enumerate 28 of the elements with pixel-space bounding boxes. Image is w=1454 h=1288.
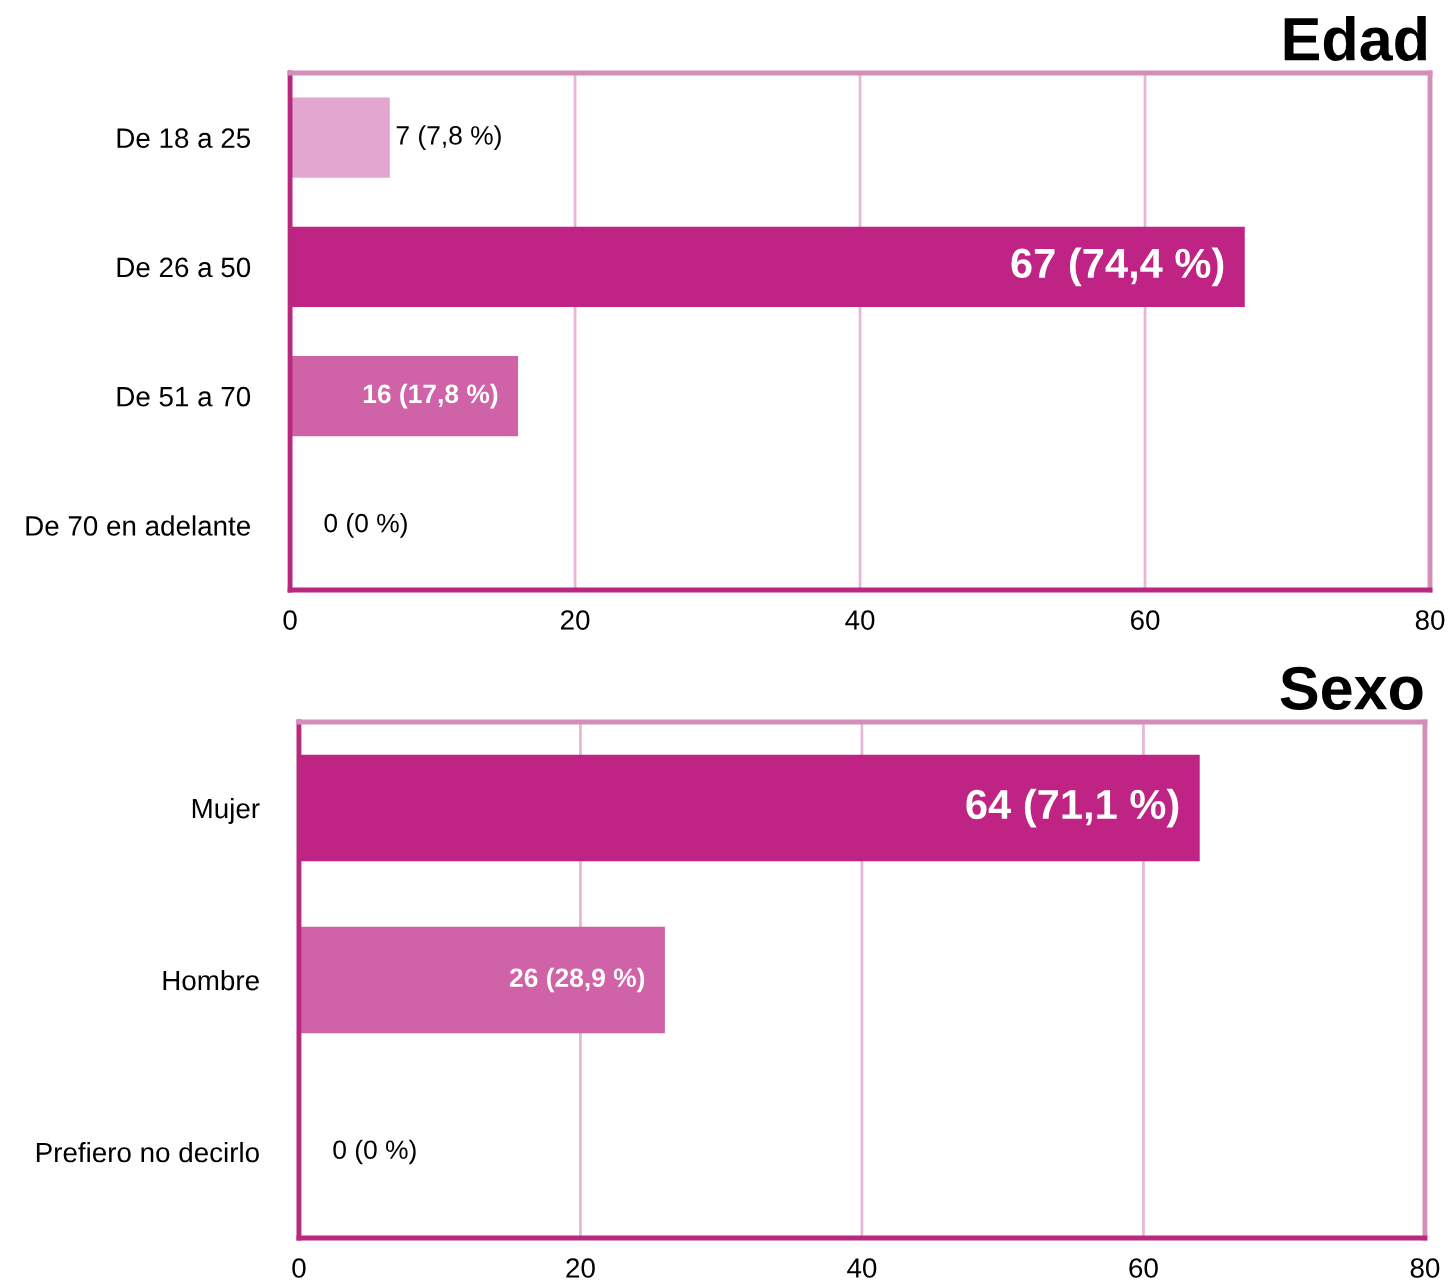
y-tick-label: Mujer [192, 797, 260, 824]
data-label: 7 (7,8 %) [396, 125, 501, 150]
x-tick-label: 80 [1410, 1258, 1440, 1278]
data-label: 26 (28,9 %) [509, 967, 645, 993]
bar [290, 97, 390, 178]
x-tick-label: 0 [292, 1258, 306, 1278]
chart-title: Edad [1284, 16, 1426, 61]
chart-title: Sexo [1280, 666, 1423, 710]
x-tick-label: 20 [561, 610, 590, 630]
x-tick-label: 80 [1415, 610, 1445, 630]
x-tick-label: 60 [1130, 610, 1160, 630]
x-tick-label: 40 [847, 1258, 877, 1278]
data-label: 64 (71,1 %) [966, 788, 1179, 828]
y-tick-label: De 18 a 25 [117, 128, 251, 148]
x-tick-label: 60 [1129, 1258, 1158, 1278]
x-tick-label: 0 [283, 610, 297, 630]
x-tick-label: 40 [845, 610, 875, 630]
data-label: 0 (0 %) [333, 1139, 416, 1165]
data-label: 16 (17,8 %) [363, 383, 498, 409]
y-tick-label: Prefiero no decirlo [36, 1141, 259, 1163]
y-tick-label: De 70 en adelante [26, 515, 250, 536]
y-tick-label: De 51 a 70 [117, 386, 251, 407]
bar [290, 356, 519, 437]
y-tick-label: De 26 a 50 [117, 257, 251, 278]
data-label: 67 (74,4 %) [1011, 247, 1224, 287]
data-label: 0 (0 %) [324, 513, 407, 538]
y-tick-label: Hombre [163, 969, 259, 991]
x-tick-label: 20 [566, 1258, 595, 1278]
